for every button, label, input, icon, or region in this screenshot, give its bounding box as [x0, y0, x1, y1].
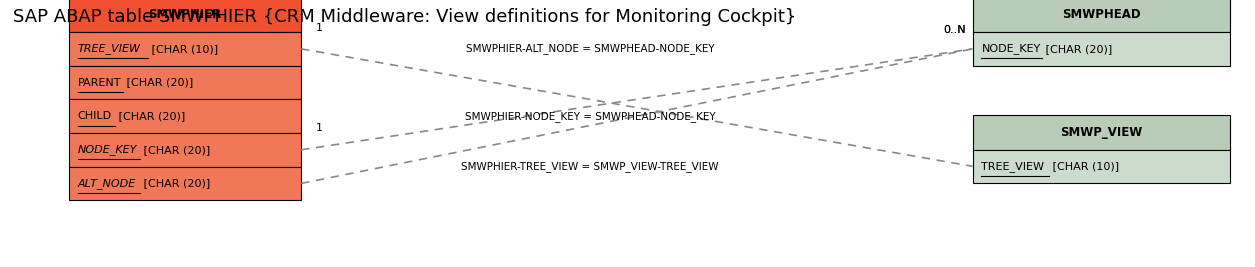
Text: PARENT: PARENT: [78, 77, 122, 88]
Text: [CHAR (20)]: [CHAR (20)]: [141, 145, 211, 155]
Text: SMWPHIER-NODE_KEY = SMWPHEAD-NODE_KEY: SMWPHIER-NODE_KEY = SMWPHEAD-NODE_KEY: [464, 111, 715, 121]
Bar: [973, 150, 1230, 183]
Bar: [69, 66, 301, 99]
Text: TREE_VIEW: TREE_VIEW: [981, 161, 1044, 172]
Bar: [69, 99, 301, 133]
Text: NODE_KEY: NODE_KEY: [78, 144, 137, 155]
Text: NODE_KEY: NODE_KEY: [981, 44, 1040, 54]
Text: [CHAR (10)]: [CHAR (10)]: [148, 44, 218, 54]
Bar: [69, 133, 301, 167]
Text: SMWP_VIEW: SMWP_VIEW: [1060, 126, 1142, 139]
Text: TREE_VIEW: TREE_VIEW: [78, 44, 141, 54]
Text: [CHAR (20)]: [CHAR (20)]: [115, 111, 186, 121]
Text: SMWPHIER-TREE_VIEW = SMWP_VIEW-TREE_VIEW: SMWPHIER-TREE_VIEW = SMWP_VIEW-TREE_VIEW: [461, 162, 719, 172]
Text: 0..N: 0..N: [944, 25, 966, 35]
Bar: [973, 115, 1230, 150]
Bar: [69, 167, 301, 200]
Text: SAP ABAP table SMWPHIER {CRM Middleware: View definitions for Monitoring Cockpit: SAP ABAP table SMWPHIER {CRM Middleware:…: [13, 8, 796, 26]
Text: [CHAR (10)]: [CHAR (10)]: [1049, 161, 1119, 171]
Text: SMWPHEAD: SMWPHEAD: [1062, 8, 1141, 21]
Text: 1: 1: [316, 22, 324, 33]
Text: [CHAR (20)]: [CHAR (20)]: [123, 77, 193, 88]
Bar: [69, 0, 301, 32]
Text: SMWPHIER: SMWPHIER: [148, 8, 222, 21]
Text: 1: 1: [316, 123, 324, 134]
Bar: [69, 32, 301, 66]
Text: ALT_NODE: ALT_NODE: [78, 178, 136, 189]
Bar: [973, 32, 1230, 66]
Text: [CHAR (20)]: [CHAR (20)]: [1042, 44, 1112, 54]
Text: 0..N: 0..N: [944, 25, 966, 35]
Bar: [973, 0, 1230, 32]
Text: SMWPHIER-ALT_NODE = SMWPHEAD-NODE_KEY: SMWPHIER-ALT_NODE = SMWPHEAD-NODE_KEY: [466, 43, 714, 53]
Text: [CHAR (20)]: [CHAR (20)]: [141, 178, 211, 189]
Text: CHILD: CHILD: [78, 111, 112, 121]
